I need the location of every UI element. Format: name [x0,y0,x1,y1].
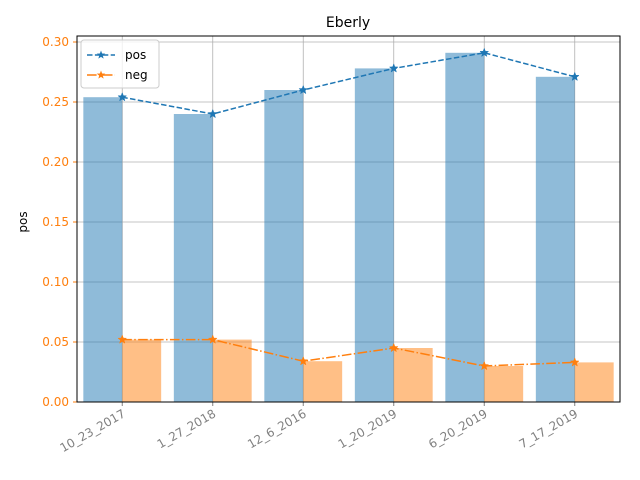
x-tick-label: 10_23_2017 [57,406,127,455]
marker-pos [569,71,580,82]
y-tick-label: 0.10 [42,275,69,289]
x-tick-label: 7_17_2019 [517,406,581,451]
marker-neg [207,334,218,344]
y-tick-label: 0.05 [42,335,69,349]
bar-pos [354,68,394,403]
marker-neg [117,334,128,344]
marker-neg [479,360,490,371]
marker-pos [117,91,128,102]
bar-pos [264,90,304,402]
legend-pos-marker [96,50,106,59]
bar-pos [535,76,575,403]
y-tick-label: 0.00 [42,395,69,409]
marker-pos [388,63,399,73]
legend-pos-label: pos [125,48,146,62]
x-tick-label: 1_27_2018 [155,406,219,451]
x-tick-label: 12_6_2016 [245,406,309,451]
line-pos [122,52,575,115]
y-tick-label: 0.30 [42,35,69,49]
marker-pos [207,108,218,119]
y-tick-label: 0.25 [42,95,69,109]
bar-pos [173,114,213,402]
bar-pos [445,52,485,403]
chart-title: Eberly [326,15,370,31]
series-lines [117,47,580,371]
x-tick-label: 1_20_2019 [336,406,400,451]
marker-neg [569,357,580,367]
marker-neg [388,342,399,353]
bar-neg [303,361,343,402]
bars [83,52,614,403]
marker-pos [479,47,490,58]
bar-neg [393,348,433,402]
bar-pos [83,97,123,402]
legend-neg-marker [96,70,106,79]
legend: pos neg [80,39,160,89]
x-tick-label: 6_20_2019 [426,406,490,451]
bar-neg [574,362,614,402]
line-neg [122,338,575,367]
y-tick-label: 0.15 [42,215,69,229]
y-axis-label: pos [16,211,30,232]
plot-frame [76,35,621,403]
bar-neg [122,339,162,402]
bar-neg [212,339,252,402]
legend-neg-label: neg [125,68,148,82]
marker-pos [298,84,309,95]
marker-neg [298,355,309,366]
bar-neg [484,366,524,402]
y-tick-label: 0.20 [42,155,69,169]
